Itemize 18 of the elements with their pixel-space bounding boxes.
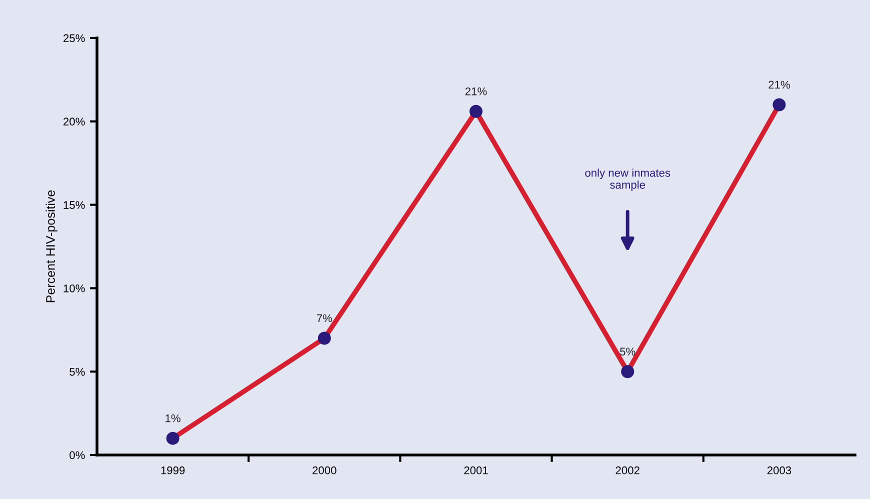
y-axis-title: Percent HIV-positive [46, 190, 58, 302]
data-label: 1% [166, 414, 180, 422]
x-tick-label: 1999 [161, 466, 185, 474]
y-tick-label: 20% [64, 118, 85, 126]
y-tick-label: 0% [70, 451, 85, 460]
annotation: only new inmates sample [585, 168, 670, 191]
data-label: 7% [316, 314, 332, 322]
y-tick-label: 5% [70, 368, 85, 376]
x-tick-label: 2003 [767, 466, 792, 474]
data-label: 5% [620, 348, 636, 356]
x-tick-label: 2002 [616, 466, 640, 474]
y-tick-label: 15% [64, 201, 85, 209]
data-label: 21% [768, 80, 790, 89]
data-label: 21% [465, 87, 487, 96]
y-tick-label: 25% [64, 34, 85, 42]
x-tick-label: 2000 [312, 466, 336, 474]
y-tick-label: 10% [64, 284, 85, 292]
x-tick-label: 2001 [464, 466, 488, 474]
